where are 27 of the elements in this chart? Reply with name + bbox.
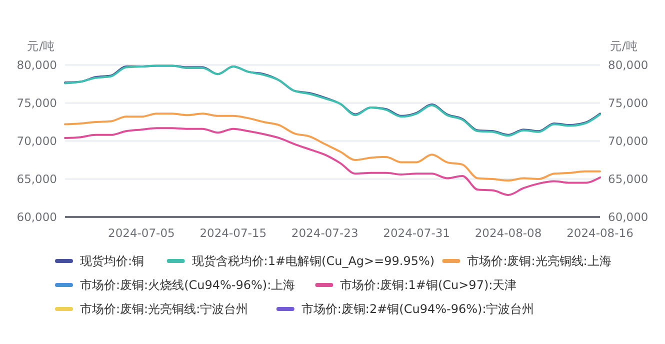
line-series	[64, 112, 601, 182]
legend-label: 现货含税均价:1#电解铜(Cu_Ag>=99.95%)	[192, 254, 435, 268]
y-tick-label: 65,000	[16, 172, 57, 186]
y-tick-label: 60,000	[16, 210, 57, 224]
legend-label: 市场价:废铜:光亮铜线:上海	[467, 254, 612, 268]
y2-tick-label: 75,000	[608, 96, 648, 110]
y2-tick-label: 65,000	[608, 172, 648, 186]
y2-tick-label: 60,000	[608, 210, 648, 224]
x-tick-label: 2024-07-05	[108, 226, 175, 240]
y-tick-label: 75,000	[16, 96, 57, 110]
y-tick-label: 70,000	[16, 134, 57, 148]
x-tick-label: 2024-07-23	[291, 226, 358, 240]
legend-label: 现货均价:铜	[80, 254, 144, 268]
x-tick-label: 2024-07-31	[383, 226, 450, 240]
y2-tick-label: 70,000	[608, 134, 648, 148]
y-axis-title: 元/吨	[27, 39, 55, 53]
legend-label: 市场价:废铜:1#铜(Cu>97):天津	[340, 278, 517, 292]
legend-label: 市场价:废铜:2#铜(Cu94%-96%):宁波台州	[301, 302, 534, 316]
y2-axis-title: 元/吨	[610, 39, 638, 53]
x-tick-label: 2024-08-08	[474, 226, 542, 240]
x-tick-label: 2024-07-15	[200, 226, 267, 240]
line-series	[64, 127, 601, 196]
y-tick-label: 80,000	[16, 58, 57, 72]
legend-label: 市场价:废铜:光亮铜线:宁波台州	[80, 302, 248, 316]
legend-label: 市场价:废铜:火烧线(Cu94%-96%):上海	[80, 278, 296, 292]
x-tick-label: 2024-08-16	[566, 226, 634, 240]
y2-tick-label: 80,000	[608, 58, 648, 72]
